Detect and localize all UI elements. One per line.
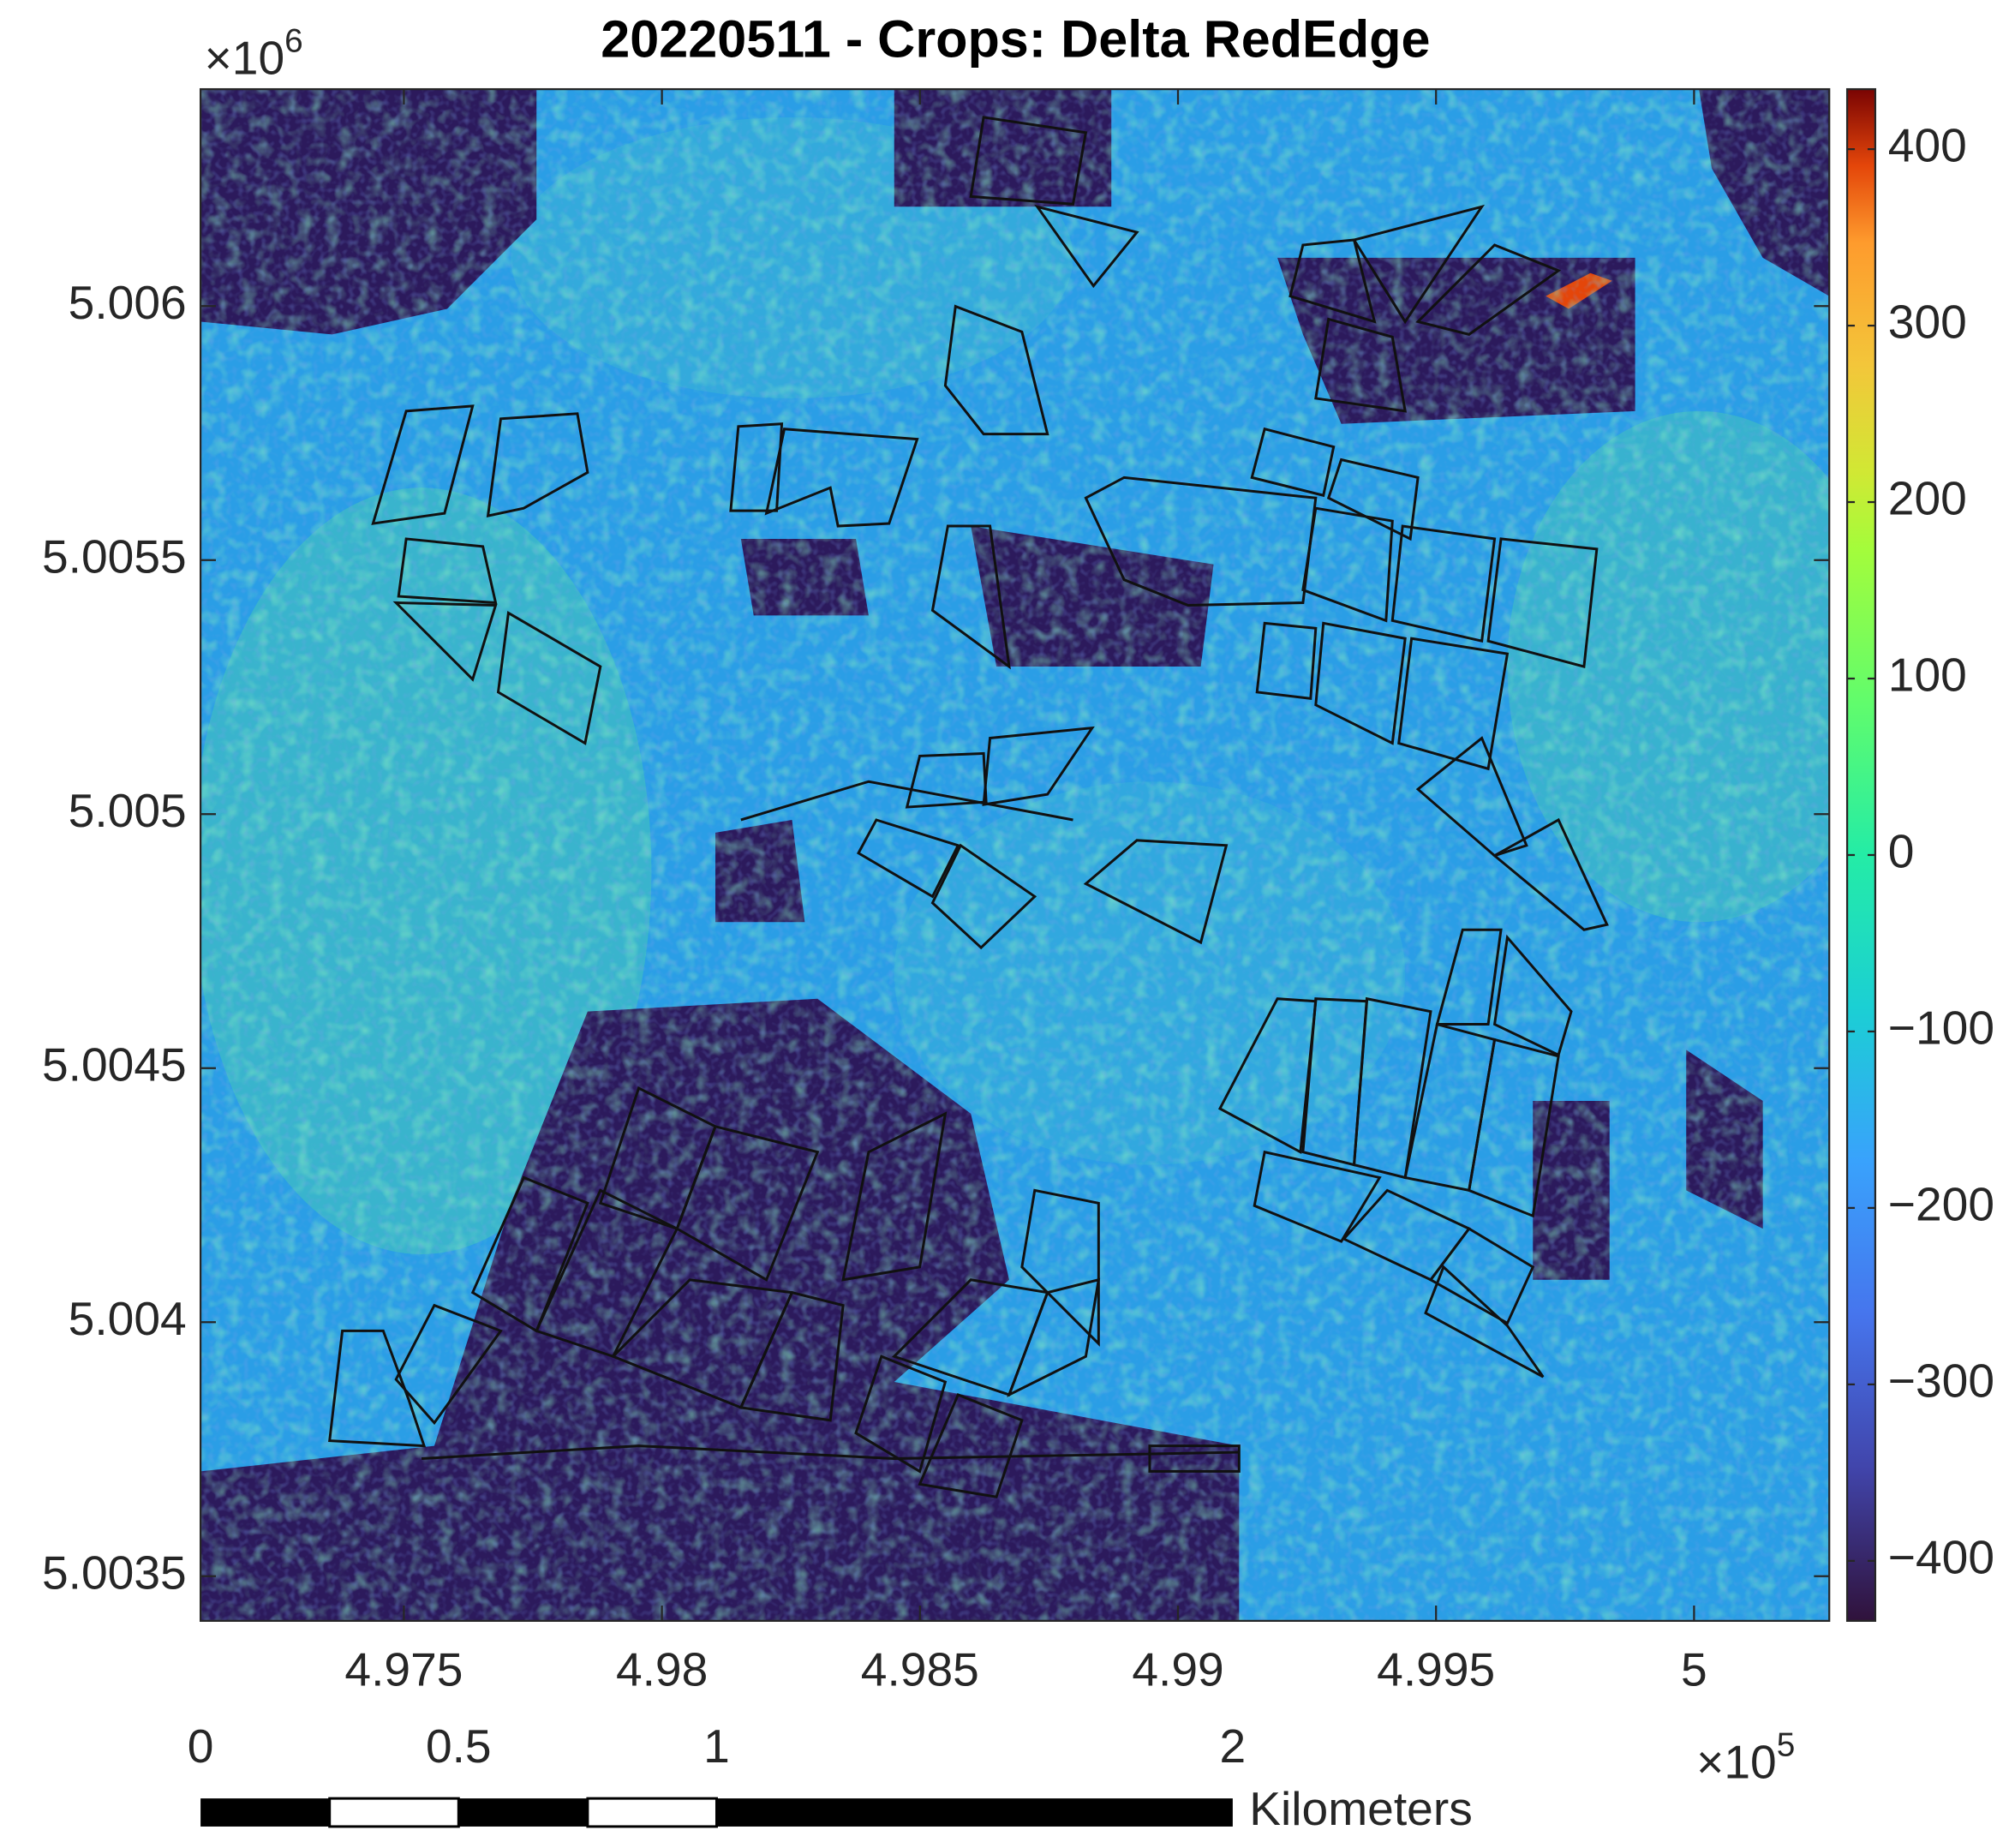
scale-bar-label: 0.5 <box>426 1719 492 1773</box>
x-multiplier-exponent: 5 <box>1777 1727 1796 1764</box>
scale-bar-label: 1 <box>703 1719 730 1773</box>
scale-bar-segment <box>586 1797 718 1828</box>
scale-bar-label: 2 <box>1220 1719 1247 1773</box>
colorbar-tick-label: 400 <box>1888 119 1967 172</box>
x-tick-label: 4.995 <box>1377 1643 1495 1696</box>
colorbar-tick-label: 200 <box>1888 472 1967 525</box>
raster-image <box>200 89 1830 1621</box>
colorbar-tick-label: −400 <box>1888 1530 1994 1583</box>
colorbar-tick-label: 0 <box>1888 825 1915 878</box>
scale-bar-segment <box>716 1798 1233 1827</box>
x-tick-label: 4.985 <box>861 1643 979 1696</box>
x-tick-label: 4.99 <box>1132 1643 1223 1696</box>
y-multiplier-exponent: 6 <box>284 23 303 60</box>
chart-title: 20220511 - Crops: Delta RedEdge <box>601 10 1430 69</box>
x-multiplier: ×105 <box>1696 1727 1795 1788</box>
scale-bar-unit: Kilometers <box>1249 1782 1473 1835</box>
colorbar-tick-label: −100 <box>1888 1002 1994 1055</box>
y-tick-label: 5.0045 <box>42 1038 187 1091</box>
x-multiplier-base: ×10 <box>1696 1735 1777 1788</box>
y-tick-label: 5.0035 <box>42 1546 187 1599</box>
y-tick-label: 5.005 <box>69 784 187 837</box>
y-tick-label: 5.0055 <box>42 529 187 583</box>
x-tick-label: 4.975 <box>344 1643 463 1696</box>
scale-bar-segment <box>200 1798 330 1827</box>
colorbar-tick-label: 100 <box>1888 649 1967 702</box>
y-tick-label: 5.004 <box>69 1292 187 1345</box>
plot-frame <box>199 87 1831 1622</box>
colorbar-tick-label: −300 <box>1888 1354 1994 1407</box>
colorbar-tick-label: 300 <box>1888 296 1967 349</box>
scale-bar-label: 0 <box>188 1719 214 1773</box>
y-tick-label: 5.006 <box>69 276 187 329</box>
field-outlines <box>328 116 1609 1498</box>
y-multiplier: ×106 <box>205 23 303 84</box>
colorbar-tick-label: −200 <box>1888 1177 1994 1230</box>
scale-bar-segment <box>458 1798 588 1827</box>
x-tick-label: 5 <box>1681 1643 1707 1696</box>
x-tick-label: 4.98 <box>616 1643 708 1696</box>
y-multiplier-base: ×10 <box>205 31 285 84</box>
scale-bar-segment <box>328 1797 460 1828</box>
